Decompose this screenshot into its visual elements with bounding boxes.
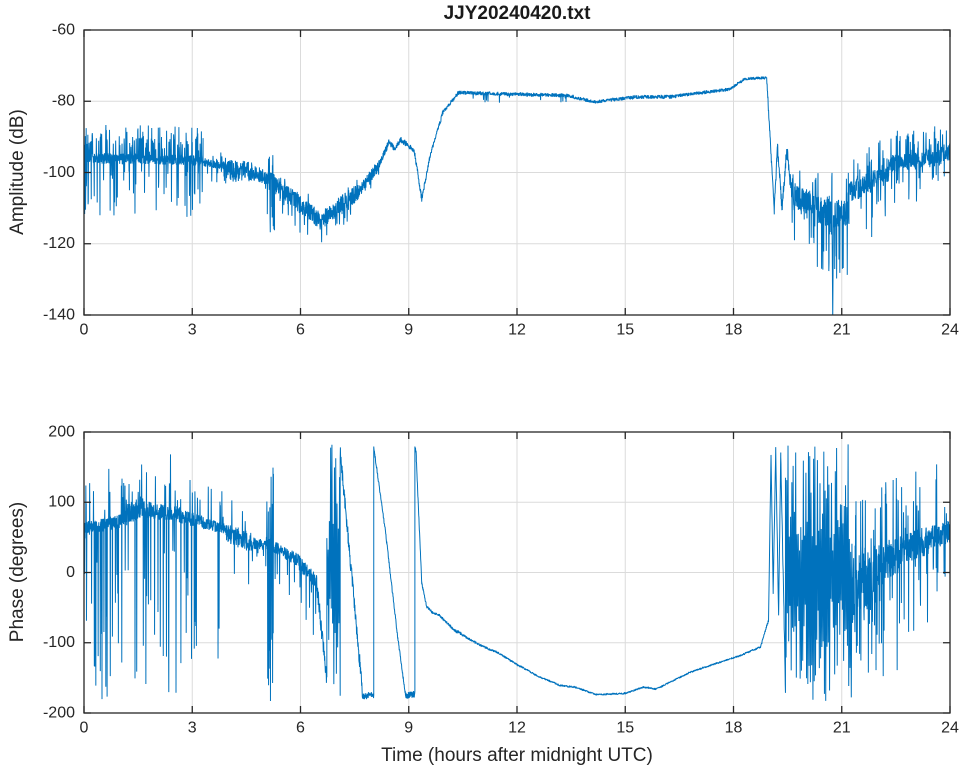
amplitude-ylabel: Amplitude (dB) bbox=[7, 109, 28, 235]
phase-ylabel: Phase (degrees) bbox=[7, 501, 28, 643]
plot-title: JJY20240420.txt bbox=[443, 3, 591, 24]
time-xlabel: Time (hours after midnight UTC) bbox=[381, 745, 653, 766]
